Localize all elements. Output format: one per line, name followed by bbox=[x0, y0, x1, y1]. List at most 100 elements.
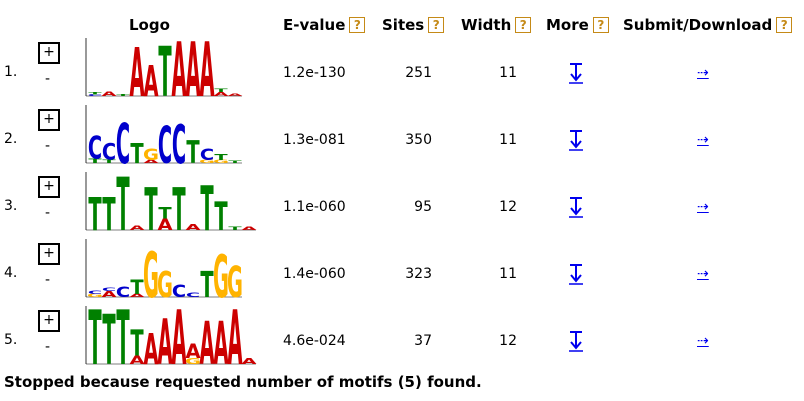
logo-letter-a: A bbox=[213, 91, 228, 97]
motif-number: 5. bbox=[4, 332, 18, 348]
submit-help-icon[interactable]: ? bbox=[776, 17, 793, 33]
logo-letter-t: T bbox=[158, 34, 171, 104]
collapse-button[interactable]: - bbox=[45, 138, 51, 154]
header-sites-label: Sites bbox=[382, 16, 425, 34]
header-submit-label: Submit/Download bbox=[623, 16, 773, 34]
logo-letter-a: A bbox=[129, 225, 145, 232]
logo-letter-t: T bbox=[116, 168, 129, 238]
sites-cell: 323 bbox=[405, 266, 432, 282]
sites-cell: 37 bbox=[414, 333, 432, 349]
evalue-help-icon[interactable]: ? bbox=[349, 17, 366, 33]
logo-letter-g: G bbox=[213, 243, 229, 305]
width-cell: 11 bbox=[499, 65, 517, 81]
submit-download-link[interactable]: ⇢ bbox=[697, 333, 709, 349]
logo-letter-a: A bbox=[199, 310, 214, 372]
sites-cell: 251 bbox=[405, 65, 432, 81]
logo-letter-t: T bbox=[200, 173, 213, 238]
logo-letter-t: T bbox=[186, 135, 199, 171]
logo-letter-c: C bbox=[158, 117, 172, 171]
logo-letter-t: T bbox=[144, 176, 157, 238]
expand-button[interactable]: + bbox=[38, 42, 60, 64]
sites-help-icon[interactable]: ? bbox=[428, 17, 445, 33]
more-help-icon[interactable]: ? bbox=[592, 17, 609, 33]
logo-letter-t: T bbox=[116, 302, 129, 372]
logo-letter-a: A bbox=[129, 353, 145, 367]
logo-letter-c: C bbox=[116, 112, 130, 171]
logo-letter-c: C bbox=[172, 115, 186, 171]
logo-letter-t: T bbox=[88, 92, 102, 96]
header-more: More? bbox=[546, 15, 609, 35]
more-info-icon[interactable] bbox=[567, 62, 585, 84]
more-info-icon[interactable] bbox=[567, 263, 585, 285]
more-info-icon[interactable] bbox=[567, 330, 585, 352]
logo-letter-g: G bbox=[143, 147, 159, 165]
motif-number: 4. bbox=[4, 265, 18, 281]
sites-cell: 95 bbox=[414, 199, 432, 215]
logo-letter-g: G bbox=[213, 160, 229, 164]
sequence-logo[interactable]: GC AC C AT GGC C T GG bbox=[74, 235, 264, 305]
logo-letter-a: A bbox=[185, 34, 200, 104]
submit-download-link[interactable]: ⇢ bbox=[697, 132, 709, 148]
logo-letter-g: G bbox=[199, 160, 215, 164]
expand-button[interactable]: + bbox=[38, 243, 60, 265]
width-help-icon[interactable]: ? bbox=[515, 17, 532, 33]
sites-cell: 350 bbox=[405, 132, 432, 148]
logo-letter-a: A bbox=[143, 160, 158, 164]
logo-letter-c: C bbox=[88, 131, 102, 167]
logo-letter-c: C bbox=[102, 139, 116, 164]
more-info-icon[interactable] bbox=[567, 196, 585, 218]
logo-letter-t: T bbox=[214, 195, 227, 238]
logo-letter-g: G bbox=[185, 357, 201, 366]
width-cell: 12 bbox=[499, 199, 517, 215]
header-submit: Submit/Download? bbox=[623, 15, 793, 35]
sequence-logo[interactable]: T T T A T AT T A T T T A bbox=[74, 168, 264, 238]
motif-number: 1. bbox=[4, 64, 18, 80]
logo-letter-c: C bbox=[186, 292, 200, 299]
width-cell: 12 bbox=[499, 333, 517, 349]
collapse-button[interactable]: - bbox=[45, 71, 51, 87]
status-message: Stopped because requested number of moti… bbox=[4, 373, 482, 391]
motif-number: 2. bbox=[4, 131, 18, 147]
header-logo: Logo bbox=[129, 16, 170, 34]
submit-download-link[interactable]: ⇢ bbox=[697, 65, 709, 81]
more-info-icon[interactable] bbox=[567, 129, 585, 151]
logo-letter-c: C bbox=[102, 288, 116, 292]
logo-letter-a: A bbox=[129, 294, 144, 298]
motif-number: 3. bbox=[4, 198, 18, 214]
evalue-cell: 1.3e-081 bbox=[283, 132, 346, 148]
logo-letter-a: A bbox=[171, 302, 186, 372]
collapse-button[interactable]: - bbox=[45, 205, 51, 221]
expand-button[interactable]: + bbox=[38, 109, 60, 131]
collapse-button[interactable]: - bbox=[45, 272, 51, 288]
width-cell: 11 bbox=[499, 132, 517, 148]
submit-download-link[interactable]: ⇢ bbox=[697, 266, 709, 282]
logo-letter-t: T bbox=[88, 158, 101, 165]
logo-letter-a: A bbox=[143, 56, 158, 104]
logo-letter-t: T bbox=[228, 227, 242, 231]
logo-letter-a: A bbox=[213, 310, 228, 372]
submit-download-link[interactable]: ⇢ bbox=[697, 199, 709, 215]
logo-letter-t: T bbox=[200, 265, 214, 305]
logo-letter-t: T bbox=[130, 138, 144, 170]
logo-letter-g: G bbox=[227, 257, 243, 305]
logo-letter-g: G bbox=[157, 265, 173, 305]
header-evalue-label: E-value bbox=[283, 16, 346, 34]
logo-letter-c: C bbox=[88, 94, 102, 97]
logo-letter-a: A bbox=[199, 34, 214, 104]
logo-letter-a: A bbox=[157, 306, 172, 372]
collapse-button[interactable]: - bbox=[45, 339, 51, 355]
expand-button[interactable]: + bbox=[38, 176, 60, 198]
logo-letter-t: T bbox=[130, 276, 144, 299]
header-sites: Sites? bbox=[382, 15, 445, 35]
logo-letter-g: G bbox=[87, 294, 103, 298]
expand-button[interactable]: + bbox=[38, 310, 60, 332]
logo-letter-a: A bbox=[129, 34, 144, 104]
logo-letter-a: A bbox=[241, 357, 257, 366]
header-width: Width? bbox=[461, 15, 532, 35]
